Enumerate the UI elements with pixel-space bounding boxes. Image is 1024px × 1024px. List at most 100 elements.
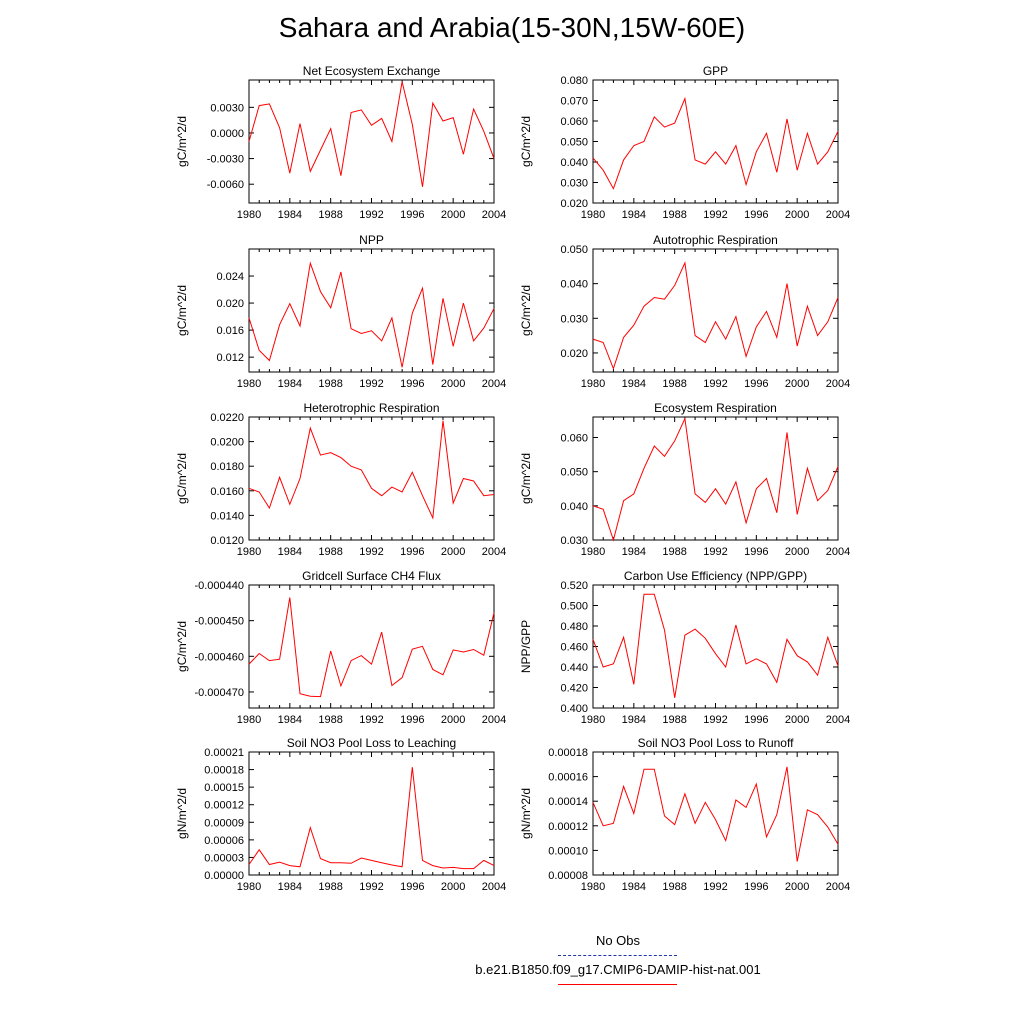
y-tick-label: 0.00016 — [548, 772, 588, 784]
x-tick-label: 1980 — [237, 209, 261, 221]
plot-frame — [592, 584, 839, 709]
plot-frame — [248, 584, 495, 709]
y-tick-label: 0.0120 — [210, 535, 244, 547]
y-tick-label: 0.0220 — [210, 412, 244, 424]
x-tick-label: 2000 — [785, 881, 809, 893]
y-tick-label: 0.00018 — [548, 747, 588, 759]
plot-frame — [592, 79, 839, 204]
legend-obs-label: No Obs — [595, 933, 641, 948]
x-tick-label: 1980 — [237, 546, 261, 558]
y-tick-label: 0.070 — [560, 96, 588, 108]
chart-panel-2: GPP gC/m^2/d 1980 1984 1988 1992 1996 2000 2004 0… — [519, 64, 850, 221]
legend-model-line — [558, 984, 677, 985]
x-tick-label: 1996 — [744, 209, 768, 221]
x-tick-label: 2000 — [785, 714, 809, 726]
series-line-1 — [248, 767, 495, 870]
x-tick-label: 2000 — [441, 714, 465, 726]
y-axis-label: gC/m^2/d — [175, 116, 189, 167]
series-line-1 — [248, 261, 495, 368]
y-tick-label: 0.060 — [560, 116, 588, 128]
x-tick-label: 1988 — [318, 209, 342, 221]
x-tick-label: 2000 — [441, 881, 465, 893]
y-tick-label: 0.0030 — [210, 102, 244, 114]
y-tick-label: 0.400 — [560, 703, 588, 715]
x-tick-label: 1980 — [581, 714, 605, 726]
y-tick-label: 0.480 — [560, 621, 588, 633]
x-tick-label: 1988 — [662, 378, 686, 390]
y-tick-label: 0.00014 — [548, 796, 588, 808]
x-tick-label: 1984 — [278, 881, 302, 893]
x-tick-label: 1992 — [359, 546, 383, 558]
y-tick-label: 0.030 — [560, 313, 588, 325]
legend-obs-line — [558, 955, 677, 956]
y-tick-label: 0.00000 — [204, 870, 244, 882]
y-tick-label: 0.460 — [560, 642, 588, 654]
series-line-1 — [592, 766, 839, 862]
y-tick-label: 0.020 — [560, 198, 588, 210]
x-tick-label: 1984 — [278, 546, 302, 558]
y-tick-label: 0.00008 — [548, 870, 588, 882]
y-axis-label: gC/m^2/d — [519, 116, 533, 167]
y-tick-label: 0.00012 — [204, 800, 244, 812]
y-tick-label: 0.080 — [560, 75, 588, 87]
x-tick-label: 1980 — [237, 881, 261, 893]
x-tick-label: 2004 — [482, 546, 506, 558]
panel-title: Gridcell Surface CH4 Flux — [302, 569, 441, 583]
x-tick-label: 1992 — [359, 881, 383, 893]
figure-title: Sahara and Arabia(15-30N,15W-60E) — [278, 12, 746, 43]
x-tick-label: 1988 — [662, 209, 686, 221]
x-tick-label: 1984 — [278, 378, 302, 390]
panel-title: NPP — [359, 233, 384, 247]
x-tick-label: 2004 — [826, 714, 850, 726]
y-tick-label: 0.500 — [560, 601, 588, 613]
y-tick-label: -0.000450 — [194, 616, 244, 628]
y-axis-label: gC/m^2/d — [519, 285, 533, 336]
y-axis-label: gC/m^2/d — [175, 453, 189, 504]
panel-title: Soil NO3 Pool Loss to Runoff — [638, 736, 795, 750]
y-axis-label: gC/m^2/d — [519, 453, 533, 504]
y-tick-label: 0.0200 — [210, 437, 244, 449]
y-tick-label: 0.00012 — [548, 821, 588, 833]
plot-frame — [248, 751, 495, 876]
y-tick-label: 0.030 — [560, 178, 588, 190]
x-tick-label: 1996 — [744, 546, 768, 558]
y-tick-label: 0.060 — [560, 433, 588, 445]
x-tick-label: 1988 — [318, 378, 342, 390]
x-tick-label: 1992 — [703, 209, 727, 221]
x-tick-label: 1992 — [359, 209, 383, 221]
x-tick-label: 1980 — [581, 378, 605, 390]
y-tick-label: 0.420 — [560, 683, 588, 695]
panel-title: GPP — [703, 64, 728, 78]
series-line-1 — [592, 416, 839, 542]
x-tick-label: 1996 — [400, 881, 424, 893]
x-tick-label: 1996 — [400, 714, 424, 726]
x-tick-label: 1996 — [400, 378, 424, 390]
x-tick-label: 1980 — [237, 714, 261, 726]
y-tick-label: 0.040 — [560, 501, 588, 513]
y-axis-label: gN/m^2/d — [519, 788, 533, 839]
y-tick-label: 0.0160 — [210, 486, 244, 498]
chart-panel-4: Autotrophic Respiration gC/m^2/d 1980 1984 1… — [519, 233, 850, 390]
y-tick-label: 0.024 — [216, 271, 244, 283]
x-tick-label: 2000 — [785, 209, 809, 221]
x-tick-label: 2000 — [441, 378, 465, 390]
x-tick-label: 2004 — [826, 546, 850, 558]
y-tick-label: 0.00021 — [204, 747, 244, 759]
x-tick-label: 1988 — [662, 546, 686, 558]
chart-panel-1: Net Ecosystem Exchange gC/m^2/d 1980 1984 19… — [175, 64, 506, 221]
y-tick-label: -0.000470 — [194, 687, 244, 699]
x-tick-label: 1996 — [744, 881, 768, 893]
plot-frame — [592, 751, 839, 876]
x-tick-label: 1996 — [400, 209, 424, 221]
x-tick-label: 2000 — [785, 378, 809, 390]
x-tick-label: 2004 — [482, 881, 506, 893]
x-tick-label: 1980 — [581, 209, 605, 221]
x-tick-label: 2004 — [482, 209, 506, 221]
x-tick-label: 1992 — [703, 546, 727, 558]
x-tick-label: 1992 — [359, 378, 383, 390]
chart-panel-7: Gridcell Surface CH4 Flux gC/m^2/d 1980 198… — [175, 569, 506, 726]
y-tick-label: 0.00003 — [204, 852, 244, 864]
x-tick-label: 1996 — [744, 378, 768, 390]
y-tick-label: 0.0000 — [210, 128, 244, 140]
